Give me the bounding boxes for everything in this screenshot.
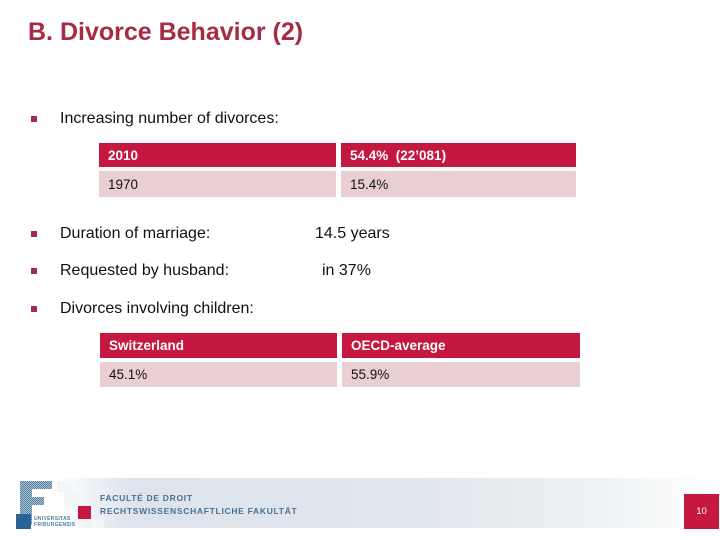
staircase-step (64, 492, 79, 505)
bullet-icon (31, 268, 37, 274)
divorce-rate-table: 2010 54.4% (22’081) 1970 15.4% (99, 143, 576, 197)
table-row: 1970 15.4% (99, 171, 576, 197)
table-cell-oecd: OECD-average (342, 333, 580, 358)
bullet-divorces-children: Divorces involving children: (60, 300, 254, 317)
children-comparison-table: Switzerland OECD-average 45.1% 55.9% (100, 333, 580, 387)
logo-blue-square (16, 514, 31, 529)
slide-title: B. Divorce Behavior (2) (28, 18, 304, 46)
table-row: 45.1% 55.9% (100, 362, 580, 387)
footer-band (64, 478, 720, 528)
page-number-badge: 10 (684, 494, 719, 529)
requested-by-husband-value: in 37% (322, 262, 371, 279)
table-row: Switzerland OECD-average (100, 333, 580, 358)
table-cell-year-2010: 2010 (99, 143, 336, 167)
duration-of-marriage-value: 14.5 years (315, 225, 390, 242)
staircase-step (57, 481, 71, 492)
table-cell-oecd-value: 55.9% (342, 362, 580, 387)
table-cell-year-1970: 1970 (99, 171, 336, 197)
requested-by-husband-label: Requested by husband: (60, 262, 230, 279)
footer-faculty-de: RECHTSWISSENSCHAFTLICHE FAKULTÄT (100, 506, 298, 516)
footer-faculty-fr: FACULTÉ DE DROIT (100, 493, 193, 503)
bullet-icon (31, 306, 37, 312)
staircase-step (91, 519, 104, 528)
logo-friburgensis-text: FRIBURGENSIS (34, 522, 76, 528)
bullet-icon (31, 116, 37, 122)
duration-of-marriage-label: Duration of marriage: (60, 225, 211, 242)
bullet-icon (31, 231, 37, 237)
table-row: 2010 54.4% (22’081) (99, 143, 576, 167)
table-cell-rate-2010: 54.4% (22’081) (341, 143, 576, 167)
bullet-increasing-divorces: Increasing number of divorces: (60, 110, 279, 127)
table-cell-switzerland: Switzerland (100, 333, 337, 358)
logo-universitas-text: UNIVERSITAS (34, 516, 71, 522)
table-cell-rate-1970: 15.4% (341, 171, 576, 197)
staircase-red-square (78, 506, 91, 519)
table-cell-switzerland-value: 45.1% (100, 362, 337, 387)
